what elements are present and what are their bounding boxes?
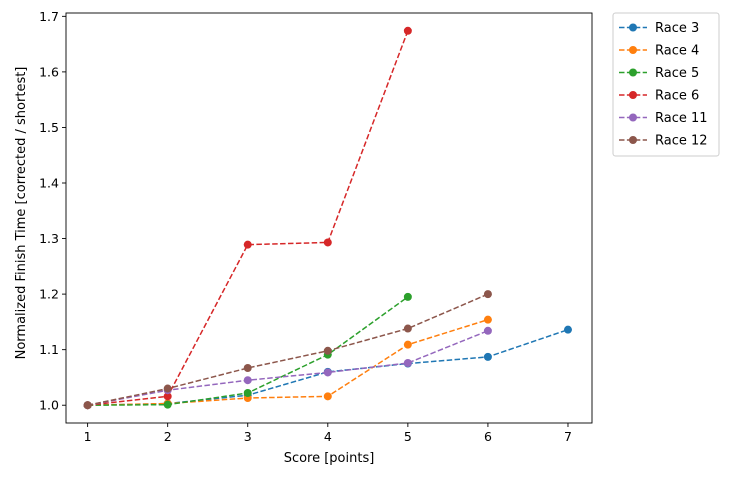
data-point xyxy=(243,389,252,397)
data-point xyxy=(163,384,172,393)
legend-label: Race 3 xyxy=(655,21,699,36)
y-tick-label: 1.0 xyxy=(39,398,59,413)
legend-label: Race 12 xyxy=(655,134,708,149)
data-point xyxy=(243,364,252,372)
y-tick-label: 1.5 xyxy=(39,120,59,135)
legend-item: Race 6 xyxy=(619,89,699,104)
legend-label: Race 6 xyxy=(655,89,699,104)
data-point xyxy=(323,346,332,355)
series-race-6 xyxy=(83,26,412,410)
legend-label: Race 5 xyxy=(655,66,699,81)
legend-label: Race 4 xyxy=(655,44,699,59)
legend-item: Race 11 xyxy=(619,111,708,126)
x-tick-label: 5 xyxy=(404,429,412,444)
x-tick-label: 6 xyxy=(484,429,492,444)
data-point xyxy=(323,368,332,377)
legend-marker xyxy=(629,136,637,144)
data-point xyxy=(403,292,412,301)
x-tick-label: 1 xyxy=(84,429,92,444)
series-line xyxy=(87,30,409,406)
series-line xyxy=(87,293,489,406)
series-line xyxy=(87,318,489,406)
data-point xyxy=(483,290,492,299)
y-tick-label: 1.2 xyxy=(39,287,59,302)
data-point xyxy=(243,240,252,249)
legend-marker xyxy=(629,91,637,99)
legend-frame xyxy=(612,12,720,157)
data-point xyxy=(483,315,492,324)
legend: Race 3 Race 4 Race 5 Race 6 Race 11 Race 12 xyxy=(612,12,720,157)
legend-item: Race 3 xyxy=(619,21,699,36)
y-tick-label: 1.3 xyxy=(39,231,59,246)
series-race-12 xyxy=(83,290,492,410)
y-tick-label: 1.1 xyxy=(39,342,59,357)
series-layer xyxy=(83,26,572,410)
y-tick-label: 1.6 xyxy=(39,64,59,79)
data-point xyxy=(403,324,412,333)
data-point xyxy=(323,392,332,401)
legend-marker xyxy=(629,113,637,122)
legend-label: Race 11 xyxy=(655,111,708,126)
data-point xyxy=(323,238,332,247)
legend-marker xyxy=(629,23,637,32)
axes-layer: 1 2 3 4 5 6 7 1.0 1.1 1.2 1.3 1.4 1.5 1.6 1.7 xyxy=(39,9,593,444)
data-point xyxy=(163,400,172,409)
data-point xyxy=(483,326,492,335)
legend-item: Race 12 xyxy=(619,134,708,149)
data-point xyxy=(403,359,412,367)
legend-item: Race 5 xyxy=(619,66,699,81)
data-point xyxy=(243,376,252,385)
data-point xyxy=(483,352,492,361)
x-tick-label: 2 xyxy=(164,429,172,444)
series-line xyxy=(87,330,489,406)
data-point xyxy=(403,26,412,35)
series-race-5 xyxy=(83,292,412,410)
x-tick-label: 3 xyxy=(244,429,252,444)
legend-item: Race 4 xyxy=(619,44,699,59)
data-point xyxy=(163,392,172,401)
x-axis-label: Score [points] xyxy=(284,451,375,466)
data-point xyxy=(403,340,412,349)
y-axis-label: Normalized Finish Time [corrected / shor… xyxy=(14,67,29,360)
legend-marker xyxy=(629,68,637,77)
plot-frame xyxy=(65,12,593,424)
y-tick-label: 1.7 xyxy=(39,9,59,24)
legend-marker xyxy=(629,46,637,54)
series-line xyxy=(87,296,409,406)
x-tick-label: 7 xyxy=(564,429,572,444)
data-point xyxy=(83,401,92,410)
data-point xyxy=(563,325,572,334)
y-tick-label: 1.4 xyxy=(39,176,59,191)
x-tick-label: 4 xyxy=(324,429,332,444)
